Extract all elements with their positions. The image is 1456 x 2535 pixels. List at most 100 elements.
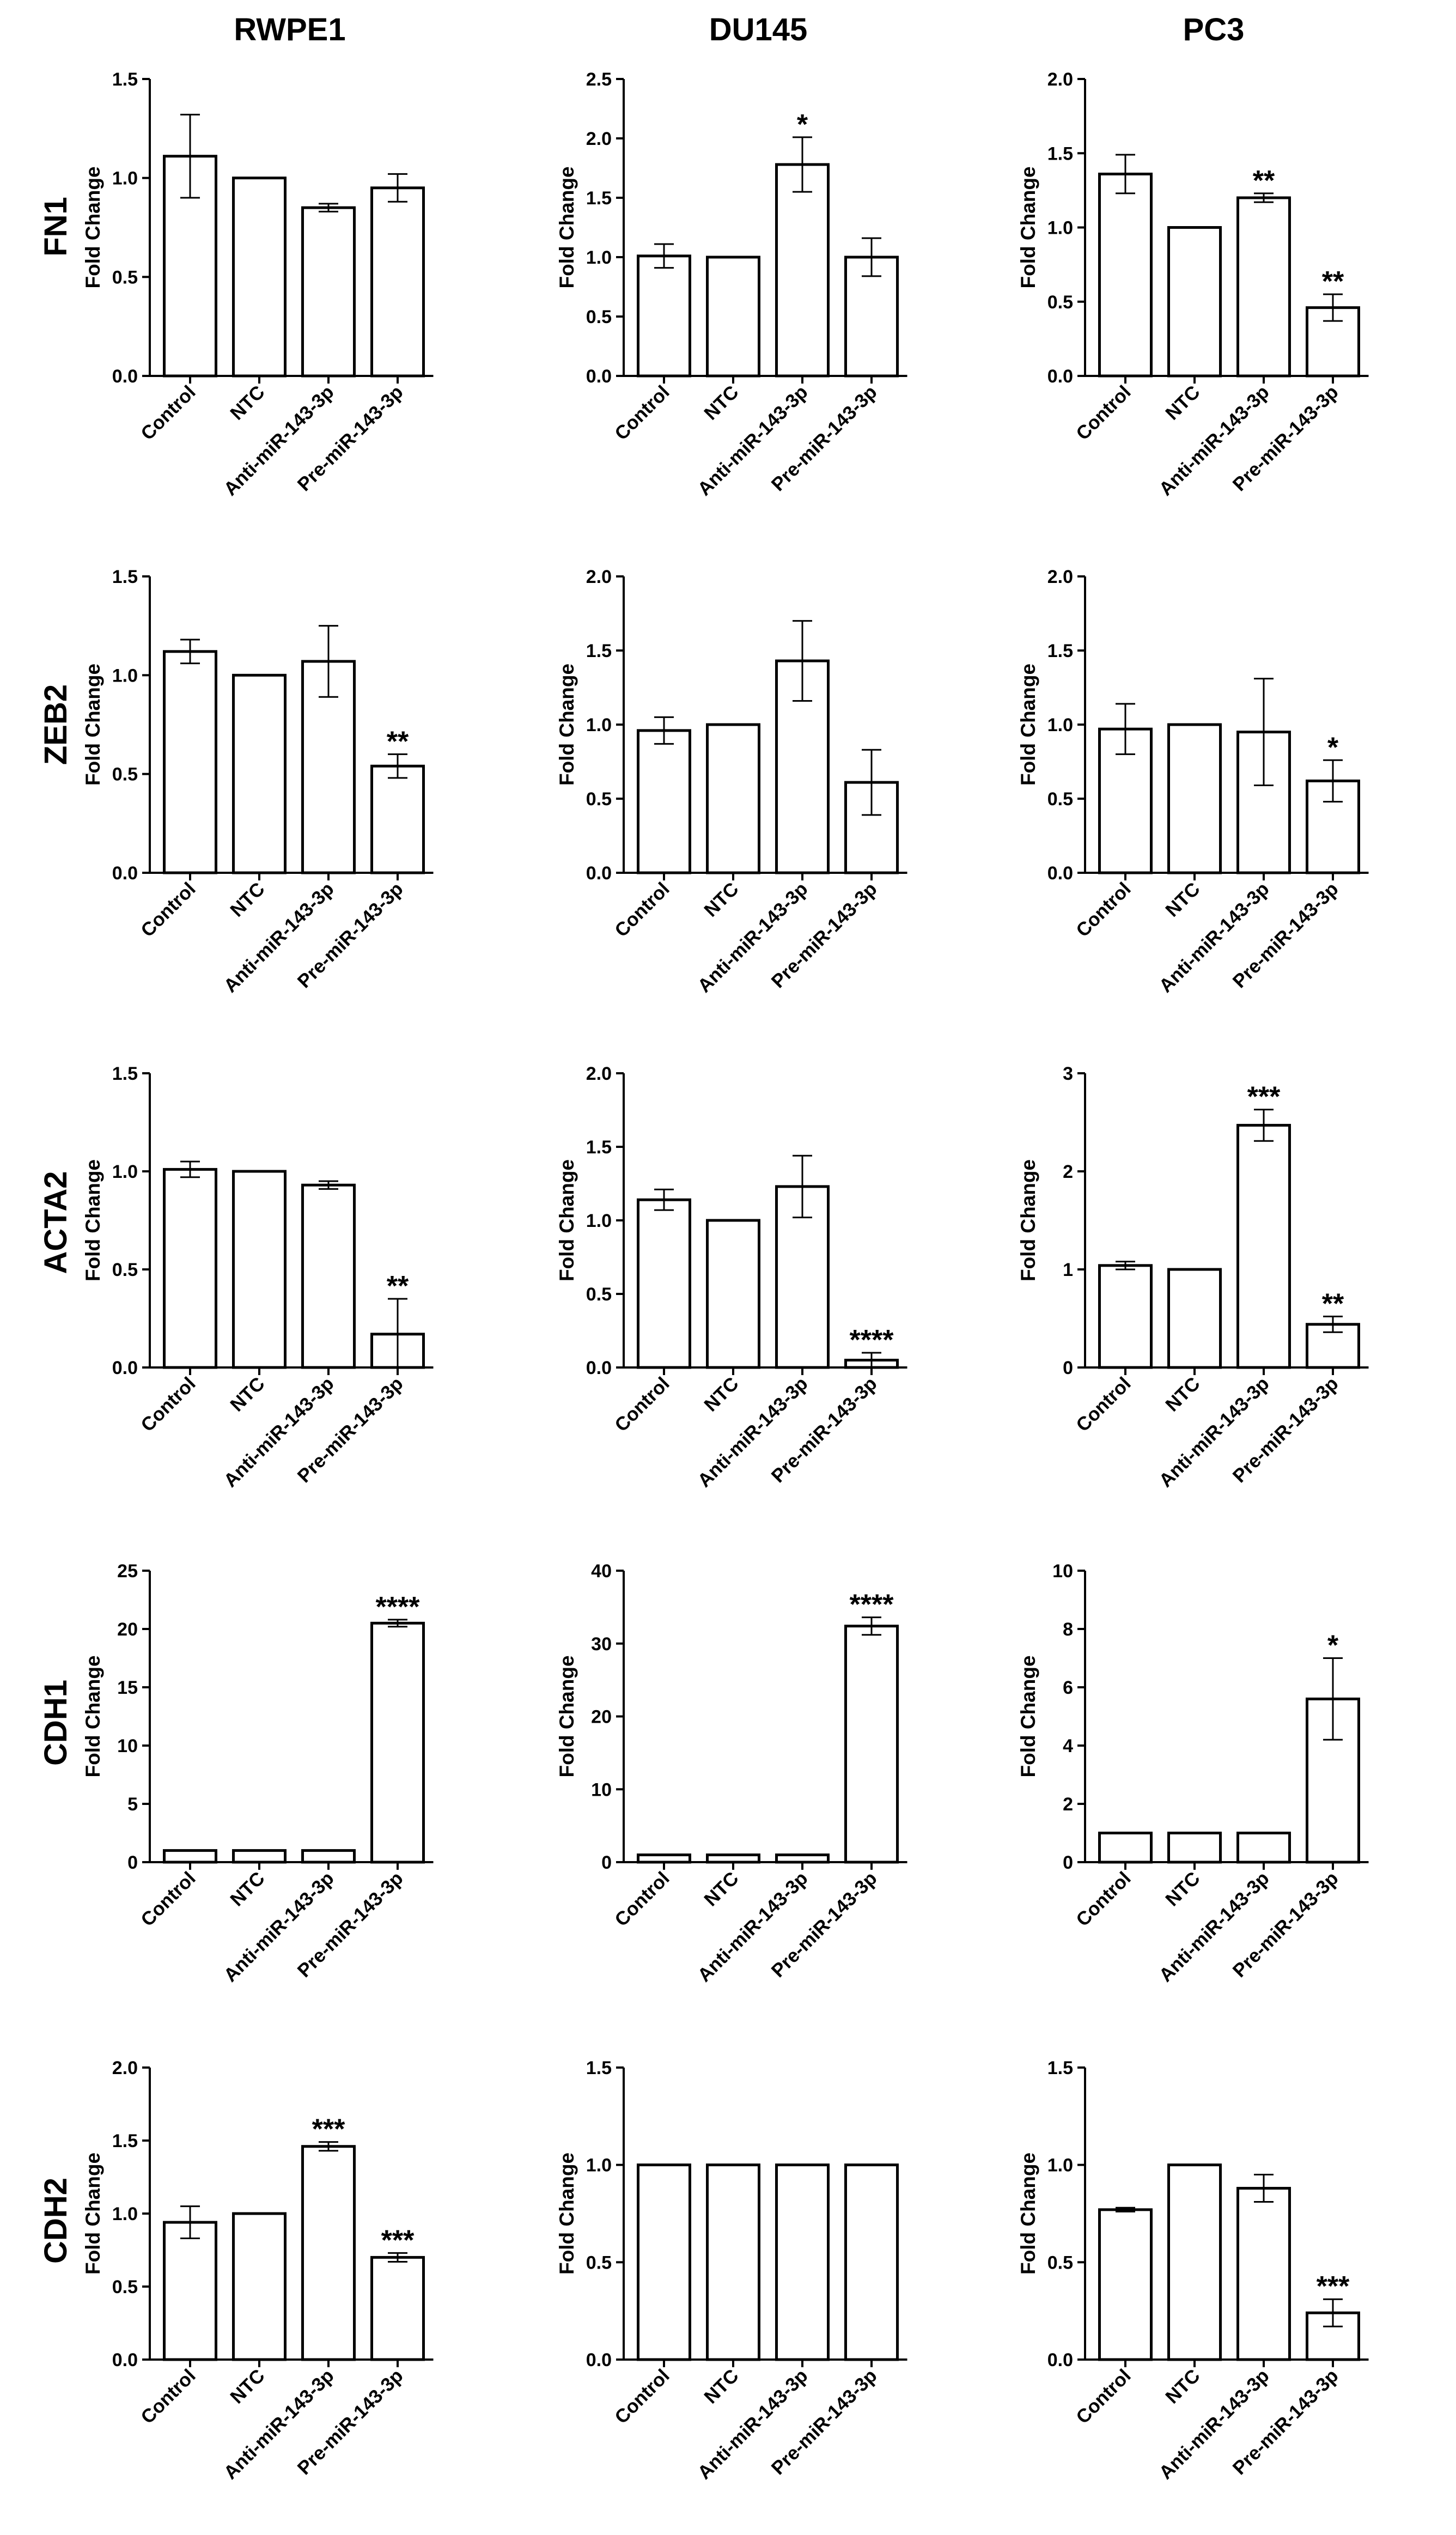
bar (1236, 2187, 1291, 2361)
bar (775, 2163, 830, 2361)
y-tick-label: 0 (601, 1852, 612, 1873)
y-tick-label: 1.0 (112, 1162, 138, 1182)
category-label: Control (1072, 1868, 1135, 1931)
y-tick-label: 1.5 (586, 188, 612, 209)
y-tick-label: 1.5 (112, 1063, 138, 1084)
bar (232, 673, 287, 874)
column-title-rwpe1: RWPE1 (234, 12, 345, 47)
significance-label: *** (1317, 2271, 1350, 2302)
y-tick-label: 30 (591, 1634, 612, 1655)
category-label: Control (137, 2365, 200, 2428)
y-tick-label: 0.0 (112, 863, 138, 884)
y-tick-label: 0.5 (586, 1284, 612, 1305)
y-tick-label: 0.5 (112, 2277, 138, 2297)
category-label: NTC (700, 2365, 742, 2408)
bar (1167, 2163, 1222, 2361)
y-axis-label: Fold Change (556, 1159, 578, 1281)
bar (163, 650, 217, 874)
bar (1098, 2208, 1153, 2361)
y-tick-label: 0 (1063, 1852, 1073, 1873)
category-label: Control (137, 878, 200, 941)
bar (163, 1849, 217, 1864)
y-tick-label: 0.5 (586, 789, 612, 810)
y-tick-label: 2.0 (586, 567, 612, 587)
category-label: NTC (226, 1868, 269, 1910)
y-tick-label: 10 (1052, 1561, 1073, 1582)
significance-label: **** (850, 1324, 894, 1356)
y-axis-label: Fold Change (556, 1655, 578, 1777)
y-tick-label: 0.0 (112, 366, 138, 387)
bar (706, 256, 760, 378)
y-tick-label: 0.5 (586, 307, 612, 327)
significance-label: ** (1322, 266, 1344, 297)
y-tick-label: 0.0 (586, 366, 612, 387)
bar (370, 764, 425, 874)
y-tick-label: 1.5 (586, 2058, 612, 2078)
bar (1236, 1832, 1291, 1864)
y-tick-label: 20 (117, 1619, 138, 1640)
category-label: NTC (700, 381, 742, 424)
y-tick-label: 0.0 (1047, 2350, 1073, 2370)
y-tick-label: 2.5 (586, 69, 612, 90)
y-tick-label: 8 (1063, 1619, 1073, 1640)
y-tick-label: 1.0 (1047, 2155, 1073, 2176)
bar (232, 177, 287, 378)
bar (301, 1849, 356, 1864)
bar (706, 723, 760, 874)
bar (844, 2163, 899, 2361)
bar (370, 1621, 425, 1864)
y-tick-label: 10 (117, 1736, 138, 1756)
bar (370, 2256, 425, 2361)
category-label: NTC (700, 1373, 742, 1415)
significance-label: **** (850, 1589, 894, 1621)
bar (1236, 196, 1291, 378)
bar (1098, 1832, 1153, 1864)
y-tick-label: 0.0 (586, 2350, 612, 2370)
y-tick-label: 2.0 (586, 129, 612, 149)
bar (301, 206, 356, 378)
category-label: NTC (1161, 2365, 1204, 2408)
y-tick-label: 25 (117, 1561, 138, 1582)
y-tick-label: 4 (1063, 1736, 1073, 1756)
bar (1098, 172, 1153, 378)
bar (1167, 226, 1222, 378)
y-axis-label: Fold Change (556, 664, 578, 786)
bar (1236, 1123, 1291, 1369)
y-tick-label: 0.0 (586, 863, 612, 884)
y-tick-label: 0.5 (1047, 2252, 1073, 2273)
y-tick-label: 1.5 (586, 1137, 612, 1158)
y-axis-label: Fold Change (1017, 166, 1039, 288)
y-axis-label: Fold Change (556, 166, 578, 288)
y-tick-label: 0.5 (586, 2252, 612, 2273)
bar (301, 2145, 356, 2361)
category-label: Control (1072, 2365, 1135, 2428)
y-tick-label: 1.0 (586, 2155, 612, 2176)
significance-label: *** (381, 2224, 415, 2256)
y-tick-label: 0.0 (1047, 863, 1073, 884)
y-tick-label: 0.5 (112, 267, 138, 288)
y-tick-label: 5 (127, 1794, 138, 1815)
category-label: NTC (1161, 1868, 1204, 1910)
y-tick-label: 0.5 (1047, 789, 1073, 810)
category-label: Control (611, 878, 674, 941)
y-tick-label: 10 (591, 1779, 612, 1800)
category-label: Control (137, 381, 200, 445)
bar (706, 1853, 760, 1864)
category-label: Control (611, 2365, 674, 2428)
y-tick-label: 1.0 (112, 665, 138, 686)
y-tick-label: 2 (1063, 1794, 1073, 1815)
y-tick-label: 1.5 (112, 2131, 138, 2151)
significance-label: ** (387, 726, 409, 757)
category-label: NTC (1161, 878, 1204, 921)
y-tick-label: 6 (1063, 1677, 1073, 1698)
y-axis-label: Fold Change (1017, 1159, 1039, 1281)
significance-label: *** (312, 2114, 345, 2145)
y-tick-label: 0 (1063, 1358, 1073, 1378)
bar (706, 1219, 760, 1369)
